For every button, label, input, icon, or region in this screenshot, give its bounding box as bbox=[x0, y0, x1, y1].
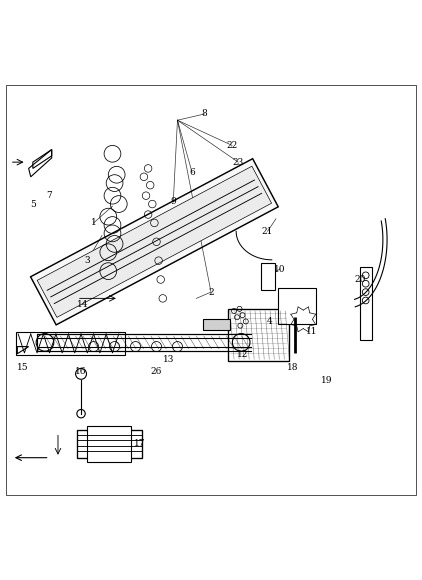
Text: 7: 7 bbox=[47, 191, 52, 200]
Text: 17: 17 bbox=[134, 438, 146, 448]
Text: 3: 3 bbox=[84, 256, 90, 265]
Text: 9: 9 bbox=[170, 197, 176, 206]
Text: 26: 26 bbox=[151, 367, 162, 376]
Text: 6: 6 bbox=[189, 168, 195, 177]
Text: 15: 15 bbox=[17, 363, 29, 372]
Text: 5: 5 bbox=[30, 200, 36, 209]
Bar bbox=[87, 426, 131, 462]
Polygon shape bbox=[30, 159, 278, 325]
Text: 20: 20 bbox=[354, 275, 365, 284]
Text: 21: 21 bbox=[262, 227, 273, 236]
Bar bbox=[77, 430, 142, 458]
Text: 12: 12 bbox=[237, 350, 248, 360]
Text: 11: 11 bbox=[306, 328, 317, 336]
Bar bbox=[203, 320, 230, 330]
Bar bbox=[37, 334, 251, 351]
Bar bbox=[278, 288, 316, 324]
Text: 2: 2 bbox=[208, 288, 214, 296]
Bar bbox=[228, 309, 289, 361]
Bar bbox=[261, 263, 275, 290]
Text: 8: 8 bbox=[202, 110, 208, 118]
Text: 1: 1 bbox=[91, 219, 97, 227]
Bar bbox=[16, 332, 125, 355]
Text: 23: 23 bbox=[233, 158, 244, 166]
Text: 19: 19 bbox=[321, 376, 332, 385]
Text: 16: 16 bbox=[75, 367, 87, 376]
Text: 10: 10 bbox=[274, 264, 286, 274]
Text: 18: 18 bbox=[287, 363, 298, 372]
Text: 13: 13 bbox=[163, 355, 175, 364]
Text: 22: 22 bbox=[226, 141, 238, 150]
Polygon shape bbox=[37, 166, 272, 317]
Text: 4: 4 bbox=[267, 317, 273, 326]
Text: 14: 14 bbox=[77, 300, 89, 309]
Bar bbox=[360, 267, 371, 340]
